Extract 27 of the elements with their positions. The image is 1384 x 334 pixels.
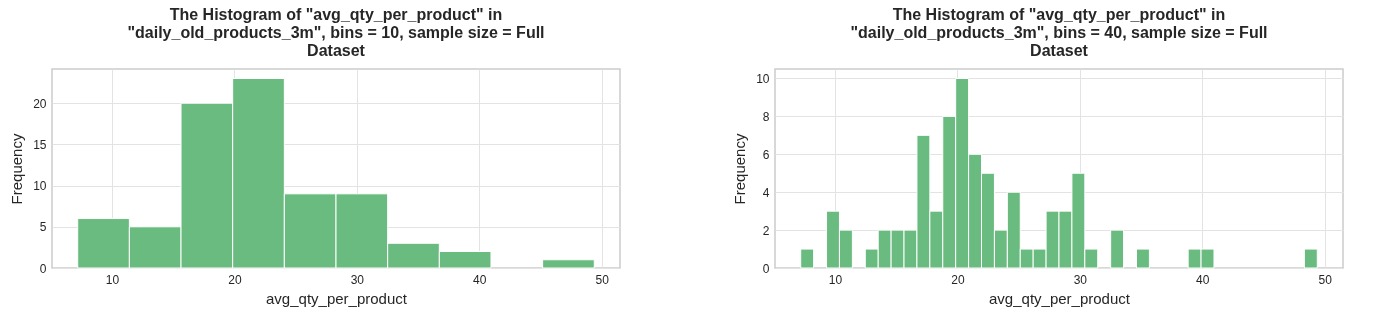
x-tick-label: 10 <box>105 272 120 287</box>
y-tick-label: 4 <box>762 185 770 200</box>
x-tick-label: 50 <box>1318 272 1333 287</box>
y-axis-title: Frequency <box>8 133 26 205</box>
chart-title: The Histogram of "avg_qty_per_product" in "daily_old_products_3m", bins = 40, sample size = Full Dataset <box>850 6 1268 59</box>
y-tick-label: 0 <box>39 261 47 276</box>
y-tick-label: 2 <box>762 223 770 238</box>
x-tick-label: 30 <box>1073 272 1088 287</box>
x-axis-title: avg_qty_per_product <box>266 289 408 307</box>
x-tick-label: 20 <box>951 272 965 287</box>
x-tick-label: 20 <box>228 272 242 287</box>
y-tick-label: 20 <box>33 96 47 111</box>
y-tick-label: 5 <box>39 220 47 235</box>
y-tick-label: 10 <box>756 71 770 86</box>
x-tick-label: 10 <box>828 272 843 287</box>
y-tick-label: 10 <box>33 179 47 194</box>
x-tick-label: 40 <box>473 272 487 287</box>
y-tick-label: 0 <box>762 261 770 276</box>
x-axis-title: avg_qty_per_product <box>989 289 1131 307</box>
x-tick-label: 30 <box>350 272 365 287</box>
x-tick-label: 50 <box>595 272 610 287</box>
y-tick-label: 6 <box>762 147 770 162</box>
chart-title: The Histogram of "avg_qty_per_product" in "daily_old_products_3m", bins = 10, sample size = Full Dataset <box>127 6 545 59</box>
y-tick-label: 8 <box>762 109 770 124</box>
x-tick-label: 40 <box>1196 272 1210 287</box>
y-tick-label: 15 <box>33 137 47 152</box>
y-axis-title: Frequency <box>731 133 749 205</box>
